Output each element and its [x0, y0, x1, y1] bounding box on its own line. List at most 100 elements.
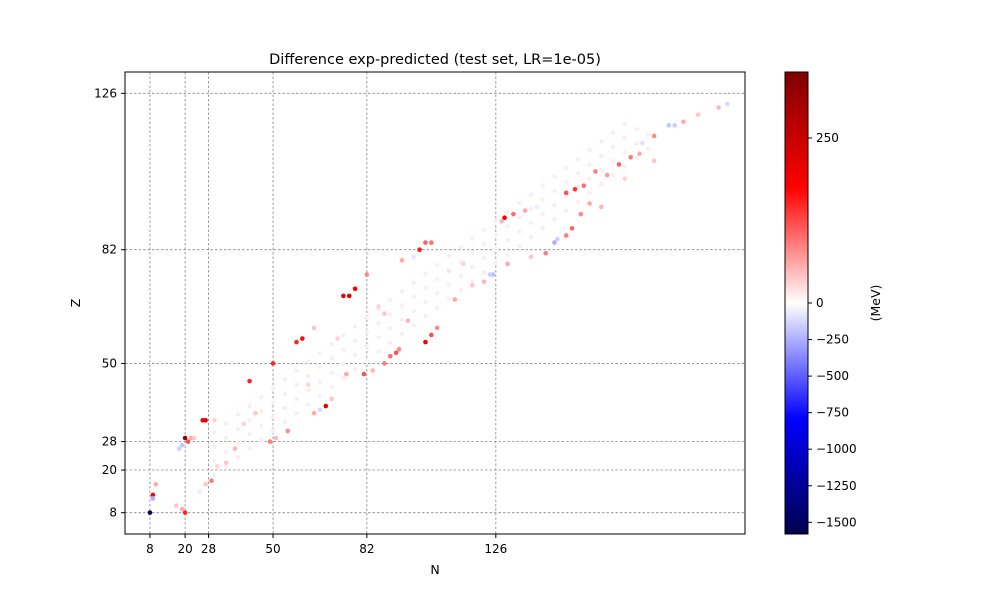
faint-point — [306, 359, 311, 365]
faint-point — [517, 215, 522, 220]
data-point — [241, 421, 247, 427]
x-tick-label: 50 — [265, 542, 280, 556]
faint-point — [388, 312, 393, 317]
data-point — [604, 172, 610, 178]
data-point — [203, 417, 208, 423]
faint-point — [481, 270, 487, 275]
faint-point — [434, 291, 440, 296]
faint-point — [552, 174, 557, 179]
point-layer — [147, 101, 730, 515]
faint-point — [528, 234, 534, 240]
data-point — [182, 435, 188, 441]
faint-point — [235, 426, 241, 432]
data-point — [628, 154, 633, 160]
faint-point — [282, 377, 287, 382]
faint-point — [259, 423, 264, 428]
faint-point — [329, 370, 334, 375]
colorbar-ticks: −1500 −1250 −1000 −750 −500 −250 0 250 — [808, 131, 857, 529]
faint-point — [552, 188, 557, 194]
x-tick-label: 126 — [484, 542, 507, 556]
faint-point — [434, 276, 440, 282]
faint-point — [446, 282, 452, 287]
x-axis-label: N — [430, 562, 439, 577]
data-point — [399, 258, 405, 263]
data-point — [522, 208, 528, 213]
data-point — [695, 112, 701, 117]
data-point — [387, 354, 393, 359]
faint-point — [376, 320, 381, 326]
y-tick-label: 28 — [102, 435, 117, 449]
faint-point — [505, 238, 510, 243]
data-point — [153, 481, 159, 487]
faint-point — [212, 444, 217, 449]
faint-point — [517, 201, 522, 206]
colorbar-tick-label: −1250 — [816, 479, 857, 493]
faint-point — [423, 285, 428, 291]
faint-point — [212, 472, 217, 478]
data-point — [203, 481, 208, 487]
faint-point — [352, 367, 358, 372]
y-tick-label: 8 — [109, 506, 117, 520]
faint-point — [434, 305, 440, 310]
faint-point — [282, 419, 287, 425]
data-point — [364, 272, 370, 277]
data-point — [651, 158, 657, 164]
faint-point — [610, 158, 616, 164]
data-point — [323, 403, 329, 409]
faint-point — [399, 289, 405, 294]
data-point — [499, 218, 504, 224]
faint-point — [610, 173, 616, 178]
data-point — [361, 371, 367, 377]
data-point — [311, 325, 317, 331]
faint-point — [352, 352, 358, 358]
faint-point — [247, 432, 252, 437]
faint-point — [223, 435, 229, 440]
faint-point — [458, 273, 463, 278]
data-point — [446, 268, 452, 274]
faint-point — [517, 243, 522, 249]
data-point — [147, 510, 153, 515]
data-point — [346, 293, 352, 299]
faint-point — [470, 236, 475, 241]
faint-point — [622, 121, 628, 127]
faint-point — [505, 209, 510, 215]
data-point — [616, 162, 622, 167]
data-point — [461, 261, 466, 267]
y-tick-label: 50 — [102, 356, 117, 370]
faint-point — [247, 403, 252, 409]
data-point — [563, 233, 569, 238]
data-point — [716, 105, 721, 110]
data-point — [270, 361, 276, 366]
faint-point — [505, 224, 510, 229]
data-point — [452, 297, 458, 302]
y-tick-label: 20 — [102, 463, 117, 477]
colorbar-tick-label: −750 — [816, 406, 849, 420]
faint-point — [528, 192, 534, 197]
y-axis-label: Z — [68, 299, 83, 308]
data-point — [285, 428, 290, 434]
faint-point — [646, 146, 651, 152]
faint-point — [294, 368, 299, 373]
data-point — [429, 332, 434, 338]
x-tick-label: 8 — [146, 542, 154, 556]
data-point — [393, 350, 399, 356]
faint-point — [341, 347, 346, 352]
data-point — [534, 204, 540, 210]
faint-point — [434, 262, 440, 268]
faint-point — [622, 150, 628, 155]
faint-point — [399, 331, 405, 337]
faint-point — [540, 197, 545, 202]
faint-point — [317, 393, 323, 398]
faint-point — [634, 127, 639, 132]
faint-point — [587, 176, 592, 181]
faint-point — [423, 314, 428, 319]
data-point — [185, 439, 191, 444]
faint-point — [341, 361, 346, 367]
data-point — [552, 240, 557, 245]
faint-point — [634, 141, 639, 146]
faint-point — [563, 179, 569, 185]
faint-point — [399, 317, 405, 322]
faint-point — [329, 356, 334, 361]
faint-point — [388, 340, 393, 346]
